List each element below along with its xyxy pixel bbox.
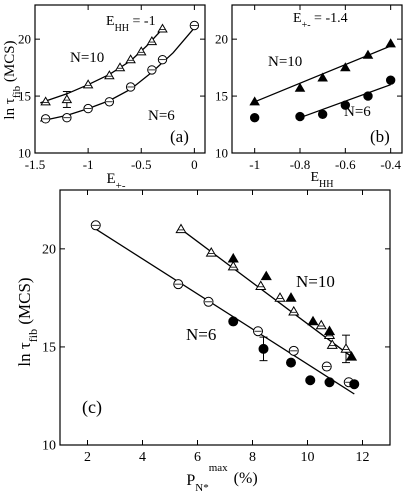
panel-c-series-n6-point (349, 379, 360, 390)
panel-c-series-n10-point (326, 339, 338, 349)
panel-a: EHH = -1 ln τfib (MCS) E+- (a) N=10 N=6 … (2, 4, 206, 192)
panel-a-series-n10-point (61, 94, 73, 104)
panel-c-frame (59, 189, 391, 446)
panel-a-frame (34, 4, 206, 154)
panel-c-label-n10: N=10 (296, 272, 335, 291)
panel-a-series-n10-point (125, 54, 136, 64)
panel-c-series-n10-point (227, 260, 239, 271)
panel-a-series-n10-point (82, 79, 94, 89)
panel-b-series-n10-point (362, 49, 374, 59)
panel-c-series-n10-point (323, 325, 336, 336)
panel-c-series-n6-fit-line (92, 226, 355, 395)
panel-b-series-n6-point (295, 111, 305, 122)
panel-b-letter: (b) (370, 127, 390, 146)
panel-c-series-n6-point (228, 316, 239, 327)
panel-b-label-n6: N=6 (344, 104, 371, 120)
panel-a-xtick-label: 0 (191, 157, 198, 172)
panel-a-ytick-label: 10 (18, 146, 31, 161)
panel-c-xtick-label: 2 (84, 450, 91, 465)
panel-a-label-n10: N=10 (70, 50, 104, 66)
panel-c-series-n10-point (307, 315, 319, 326)
panel-a-series-n6-fit-line (40, 27, 195, 122)
panel-b-xlabel: EHH (310, 170, 333, 190)
panel-b-series-n10-point (249, 96, 260, 106)
panel-b-series-n10-point (317, 72, 328, 82)
panel-a-series-n10-point (146, 36, 158, 46)
panel-b-label-n10: N=10 (268, 54, 302, 70)
panel-c-ytick-label: 10 (42, 439, 56, 454)
panel-a-label-n6: N=6 (148, 108, 175, 124)
panel-c-ylabel: ln τfib (MCS) (15, 277, 40, 366)
panel-a-ytick-label: 15 (18, 89, 31, 104)
panel-c-xtick-label: 4 (139, 450, 146, 465)
panel-b-ytick-label: 10 (215, 146, 228, 161)
panel-a-ylabel: ln τfib (MCS) (2, 40, 23, 119)
panel-c-series-n10-point (260, 270, 272, 281)
panel-b-series-n6-point (363, 91, 373, 101)
panel-c-series-n6-point (258, 343, 269, 354)
panel-a-xtick-label: -1.5 (25, 157, 46, 172)
panel-c-xlabel: PN*max(%) (186, 462, 257, 493)
panel-c-xtick-label: 10 (301, 450, 315, 465)
panel-a-xlabel: E+- (106, 171, 125, 192)
panel-b-xtick-label: -0.6 (335, 157, 356, 172)
panel-b-ytick-label: 15 (215, 89, 228, 104)
panel-c-series-n10-point (274, 292, 286, 302)
panel-b-xtick-label: -1 (249, 157, 260, 172)
panel-c-label-n6: N=6 (186, 325, 216, 344)
panel-a-xtick-label: -1 (83, 157, 94, 172)
panel-c-ytick-label: 20 (42, 242, 56, 257)
panel-c-xtick-label: 8 (249, 450, 256, 465)
panel-b-series-n10-point (294, 82, 306, 92)
panel-a-series-n10-point (157, 23, 168, 33)
panel-a-ytick-label: 20 (18, 32, 31, 47)
panel-c-series-n10-point (315, 319, 327, 330)
panel-c-series-n10-point (255, 280, 267, 290)
panel-c-xtick-label: 12 (356, 450, 370, 465)
panel-c-xtick-label: 6 (194, 450, 201, 465)
panel-b-xtick-label: -0.4 (380, 157, 401, 172)
panel-c-ytick-label: 15 (42, 340, 56, 355)
panel-c-series-n10-point (205, 247, 217, 257)
panel-c-series-n10-point (227, 252, 239, 263)
panel-a-xtick-label: -0.5 (131, 157, 152, 172)
panel-b-series-n6-point (385, 75, 396, 85)
panel-a-annotation: EHH = -1 (106, 14, 156, 34)
panel-c-series-n10-point (340, 343, 352, 353)
panel-b-annotation: E+- = -1.4 (293, 11, 348, 31)
panel-a-series-n10-point (104, 70, 115, 80)
panel-b-series-n6-point (249, 113, 260, 123)
panel-c-series-n10-point (285, 292, 297, 302)
panel-a-series-n10-point (135, 46, 147, 56)
panel-c-series-n6-point (305, 375, 316, 386)
panel-b-series-n10-point (340, 62, 351, 72)
panel-a-series-n10-point (114, 62, 126, 72)
panel-b-frame (231, 4, 403, 154)
panel-c-series-n6-point (286, 357, 296, 368)
panel-b-xtick-label: -0.8 (290, 157, 311, 172)
panel-b-series-n10-point (385, 38, 396, 48)
panel-c-series-n10-point (175, 223, 187, 234)
panel-b-series-n6-point (340, 100, 351, 110)
panel-b-ytick-label: 20 (215, 32, 228, 47)
panel-b: E+- = -1.4 EHH (b) N=10 N=6 -1 -0.8 -0.6 -0… (215, 4, 403, 190)
panel-a-letter: (a) (170, 127, 189, 146)
panel-c-series-n6-point (324, 377, 335, 388)
panel-c-series-n10-point (345, 351, 358, 361)
panel-b-series-n6-point (317, 109, 328, 119)
panel-a-series-n10-point (40, 96, 51, 106)
panel-c-letter: (c) (82, 397, 102, 418)
panel-c-series-n10-point (288, 305, 300, 316)
panel-c: ln τfib (MCS) PN*max(%) (c) N=10 N=6 2 4 6… (15, 189, 391, 493)
